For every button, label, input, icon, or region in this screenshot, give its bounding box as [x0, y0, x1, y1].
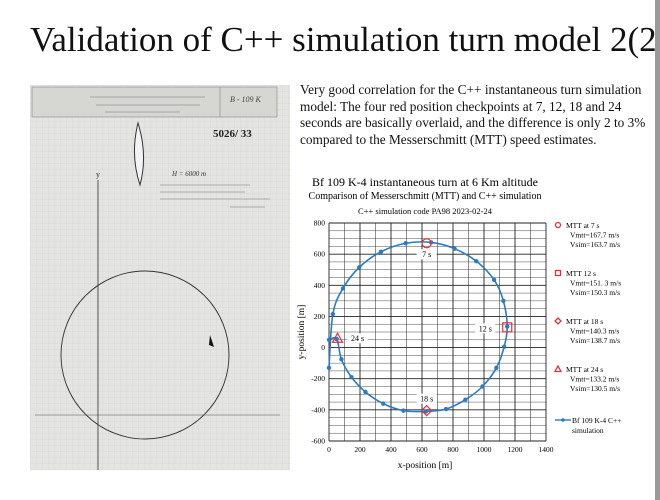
checkpoint-label: 7 s	[422, 250, 431, 259]
chart-subtitle-2: C++ simulation code PA98 2023-02-24	[358, 206, 493, 216]
legend-square-icon	[554, 269, 562, 277]
checkpoint-square-marker	[502, 322, 513, 333]
legend-entry-text: Vsim=138.7 m/s	[570, 336, 620, 345]
x-tick-label: 1400	[539, 445, 554, 454]
series-point	[326, 337, 332, 342]
scanned-document-image: B - 109 K 5026/ 33 H = 6000 m y	[30, 85, 290, 470]
series-point	[423, 409, 429, 414]
series-point	[452, 246, 457, 251]
y-tick-label: 400	[314, 281, 326, 290]
legend-entry-text: MTT 12 s	[566, 269, 596, 278]
series-point	[443, 406, 449, 412]
checkpoint-label: 18 s	[420, 395, 433, 404]
x-tick-label: 1000	[477, 445, 492, 454]
series-point	[491, 277, 497, 283]
slide-title: Validation of C++ simulation turn model …	[30, 20, 660, 59]
checkpoint-label: 12 s	[479, 324, 492, 333]
x-tick-label: 600	[416, 445, 428, 454]
checkpoint-label-bg	[347, 333, 368, 344]
description-text: Very good correlation for the C++ instan…	[300, 82, 646, 147]
x-tick-label: 0	[327, 445, 331, 454]
checkpoint-diamond-marker	[420, 404, 433, 417]
y-tick-label: 800	[314, 219, 326, 228]
series-point	[340, 286, 346, 291]
y-tick-label: -200	[311, 374, 325, 383]
series-point	[330, 311, 336, 317]
scan-altitude-note: H = 6000 m	[171, 170, 206, 178]
series-point	[334, 336, 339, 342]
series-point	[494, 365, 499, 371]
legend-series-text: Bf 109 K-4 C++	[572, 416, 622, 425]
series-point	[474, 258, 479, 264]
series-point	[403, 241, 408, 246]
checkpoint-label-bg	[416, 393, 437, 404]
y-tick-label: -400	[311, 405, 325, 414]
series-point	[326, 365, 332, 371]
y-tick-label: 600	[314, 250, 326, 259]
series-point	[378, 249, 384, 255]
legend-entry-text: Vmtt=140.3 m/s	[570, 327, 619, 336]
x-tick-label: 400	[385, 445, 397, 454]
window-edge	[655, 0, 660, 500]
series-point	[381, 401, 386, 406]
legend-entry-text: Vsim=150.3 m/s	[570, 288, 620, 297]
legend-entry-text: MTT at 18 s	[566, 317, 603, 326]
y-tick-label: -600	[311, 437, 325, 446]
scan-axis-label: y	[96, 170, 100, 179]
legend-entry-text: MTT at 24 s	[566, 365, 603, 374]
y-tick-label: 200	[314, 312, 326, 321]
checkpoint-label-bg	[475, 323, 496, 334]
legend-diamond-icon	[554, 317, 562, 325]
checkpoint-circle-marker	[421, 238, 432, 249]
checkpoint-label-bg	[416, 249, 437, 260]
legend-entry-text: MTT at 7 s	[566, 221, 599, 230]
series-point	[501, 344, 507, 349]
legend-entry-text: Vmtt=133.2 m/s	[570, 375, 619, 384]
chart-title: Bf 109 K-4 instantaneous turn at 6 Km al…	[312, 175, 538, 189]
y-axis-label: y-position [m]	[297, 305, 307, 360]
series-point	[357, 265, 362, 270]
x-tick-label: 200	[354, 445, 366, 454]
scan-drawing: B - 109 K 5026/ 33 H = 6000 m y	[30, 85, 290, 470]
series-point	[363, 389, 368, 395]
y-tick-label: 0	[321, 343, 325, 352]
legend-entry-text: Vmtt=167.7 m/s	[570, 231, 619, 240]
legend-entry-text: Vsim=163.7 m/s	[570, 240, 620, 249]
legend-series-text: simulation	[572, 426, 604, 435]
series-point	[463, 397, 468, 402]
x-tick-label: 800	[447, 445, 459, 454]
checkpoint-triangle-marker	[331, 331, 344, 343]
x-tick-label: 1200	[508, 445, 523, 454]
series-point	[401, 408, 406, 413]
legend-series-point-icon	[561, 418, 565, 422]
scan-doc-number: 5026/ 33	[213, 128, 252, 140]
chart-subtitle: Comparison of Messerschmitt (MTT) and C+…	[309, 191, 542, 202]
legend-entry-text: Vmtt=151. 3 m/s	[570, 279, 621, 288]
series-point	[505, 324, 510, 329]
series-point	[349, 374, 354, 380]
series-point	[501, 298, 506, 304]
series-point	[480, 384, 485, 389]
checkpoint-label: 24 s	[351, 334, 364, 343]
scan-type-label: B - 109 K	[230, 95, 262, 104]
x-axis-label: x-position [m]	[398, 461, 453, 471]
legend-circle-icon	[554, 221, 562, 229]
series-point	[339, 357, 344, 362]
legend-entry-text: Vsim=130.5 m/s	[570, 384, 620, 393]
legend-triangle-icon	[553, 364, 563, 373]
